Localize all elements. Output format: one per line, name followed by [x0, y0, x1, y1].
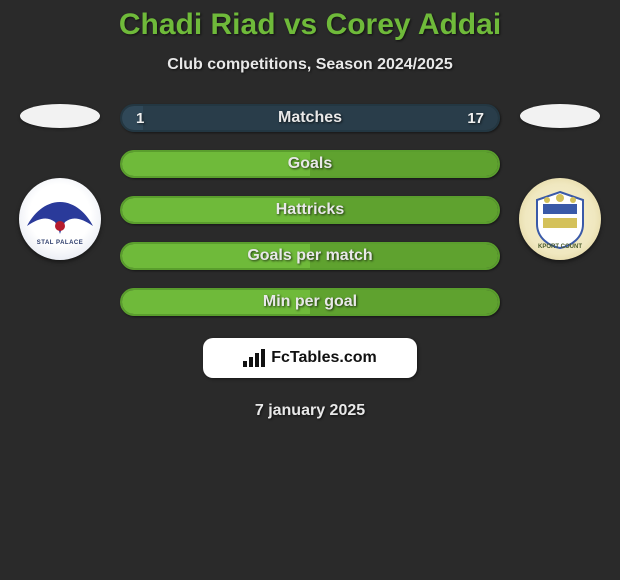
chart-area: STAL PALACE 117MatchesGoalsHattricksGoal…	[0, 104, 620, 316]
crest-icon	[533, 190, 587, 250]
left-nation-placeholder	[20, 104, 100, 128]
bar-chart-icon	[243, 349, 265, 367]
right-club-logo: KPORT COUNT	[519, 178, 601, 260]
branding-label: FcTables.com	[271, 349, 377, 367]
page-title: Chadi Riad vs Corey Addai	[0, 8, 620, 42]
branding-chip: FcTables.com	[203, 338, 417, 378]
stat-rows: 117MatchesGoalsHattricksGoals per matchM…	[110, 104, 510, 316]
stat-row-goals_per_match: Goals per match	[120, 242, 500, 270]
right-club-label: KPORT COUNT	[523, 244, 597, 250]
right-player-col: KPORT COUNT	[510, 104, 610, 260]
stat-row-hattricks: Hattricks	[120, 196, 500, 224]
comparison-card: Chadi Riad vs Corey Addai Club competiti…	[0, 0, 620, 420]
row-overlay	[122, 152, 498, 176]
subtitle: Club competitions, Season 2024/2025	[0, 56, 620, 74]
row-overlay	[122, 290, 498, 314]
row-overlay	[122, 244, 498, 268]
row-overlay: 1 17	[122, 106, 498, 130]
left-club-label: STAL PALACE	[25, 240, 95, 252]
stat-row-min_per_goal: Min per goal	[120, 288, 500, 316]
stat-row-matches: 117Matches	[120, 104, 500, 132]
left-club-logo: STAL PALACE	[19, 178, 101, 260]
eagle-icon	[25, 196, 95, 236]
right-nation-placeholder	[520, 104, 600, 128]
value-right: 17	[464, 110, 484, 127]
date-line: 7 january 2025	[0, 402, 620, 420]
row-overlay	[122, 198, 498, 222]
stat-row-goals: Goals	[120, 150, 500, 178]
value-left: 1	[136, 110, 156, 127]
left-player-col: STAL PALACE	[10, 104, 110, 260]
